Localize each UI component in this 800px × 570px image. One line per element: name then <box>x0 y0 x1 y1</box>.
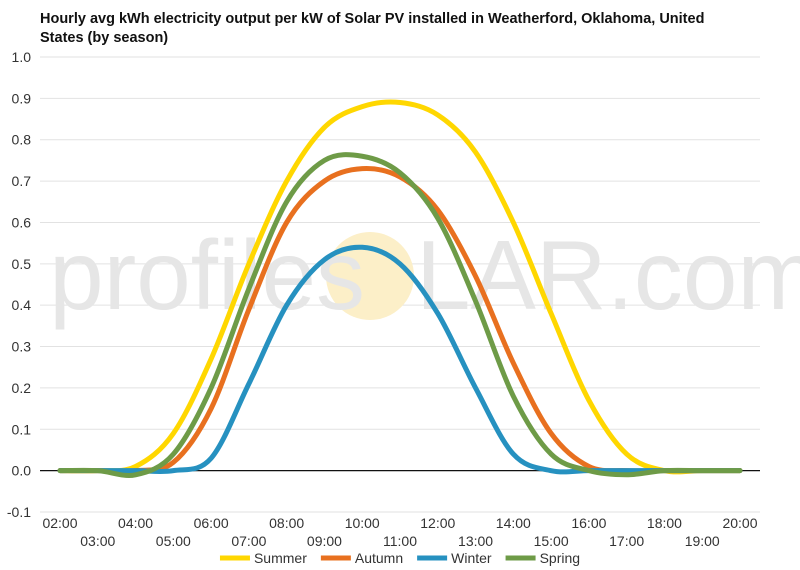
y-tick-label: 1.0 <box>12 49 32 65</box>
watermark: profiles LAR.com <box>49 220 800 330</box>
y-tick-label: 0.5 <box>12 256 32 272</box>
watermark-sun-icon <box>326 232 414 320</box>
x-tick-label: 05:00 <box>156 533 191 549</box>
x-tick-label: 09:00 <box>307 533 342 549</box>
x-tick-label: 02:00 <box>42 515 77 531</box>
y-axis-ticks: -0.1 0.0 0.1 0.2 0.3 0.4 0.5 0.6 0.7 0.8 0.9 1.0 <box>7 49 31 520</box>
y-tick-label: 0.0 <box>12 463 32 479</box>
legend-item-spring: Spring <box>505 550 580 566</box>
legend-item-summer: Summer <box>219 550 307 566</box>
series-line-spring <box>57 152 743 478</box>
x-tick-label: 20:00 <box>722 515 757 531</box>
legend-label: Spring <box>540 550 580 566</box>
watermark-text-left: profiles <box>49 220 365 330</box>
series-lines <box>57 99 743 478</box>
x-tick-label: 12:00 <box>420 515 455 531</box>
y-tick-label: 0.9 <box>12 90 32 106</box>
y-tick-label: 0.6 <box>12 214 32 230</box>
x-tick-label: 15:00 <box>534 533 569 549</box>
y-tick-label: 0.8 <box>12 132 32 148</box>
x-tick-label: 11:00 <box>383 533 417 549</box>
x-tick-label: 04:00 <box>118 515 153 531</box>
x-tick-label: 06:00 <box>194 515 229 531</box>
x-tick-label: 10:00 <box>345 515 380 531</box>
x-tick-label: 14:00 <box>496 515 531 531</box>
x-tick-label: 08:00 <box>269 515 304 531</box>
y-tick-label: 0.2 <box>12 380 32 396</box>
x-tick-label: 16:00 <box>571 515 606 531</box>
x-tick-label: 17:00 <box>609 533 644 549</box>
x-tick-label: 03:00 <box>80 533 115 549</box>
legend-item-winter: Winter <box>417 550 492 566</box>
x-axis-ticks: 02:0003:0004:0005:0006:0007:0008:0009:00… <box>42 515 757 549</box>
series-line-summer <box>57 99 743 475</box>
legend-label: Summer <box>254 550 307 566</box>
y-tick-label: 0.1 <box>12 421 32 437</box>
chart-title: Hourly avg kWh electricity output per kW… <box>40 11 705 46</box>
legend: Summer Autumn Winter Spring <box>219 550 580 566</box>
legend-label: Winter <box>451 550 492 566</box>
x-tick-label: 19:00 <box>685 533 720 549</box>
legend-label: Autumn <box>355 550 403 566</box>
x-tick-label: 18:00 <box>647 515 682 531</box>
series-line-winter <box>57 244 743 475</box>
y-tick-label: 0.4 <box>12 297 32 313</box>
y-tick-label: 0.7 <box>12 173 32 189</box>
y-tick-label: -0.1 <box>7 504 31 520</box>
x-tick-label: 13:00 <box>458 533 493 549</box>
legend-item-autumn: Autumn <box>320 550 403 566</box>
y-tick-label: 0.3 <box>12 339 32 355</box>
x-tick-label: 07:00 <box>231 533 266 549</box>
